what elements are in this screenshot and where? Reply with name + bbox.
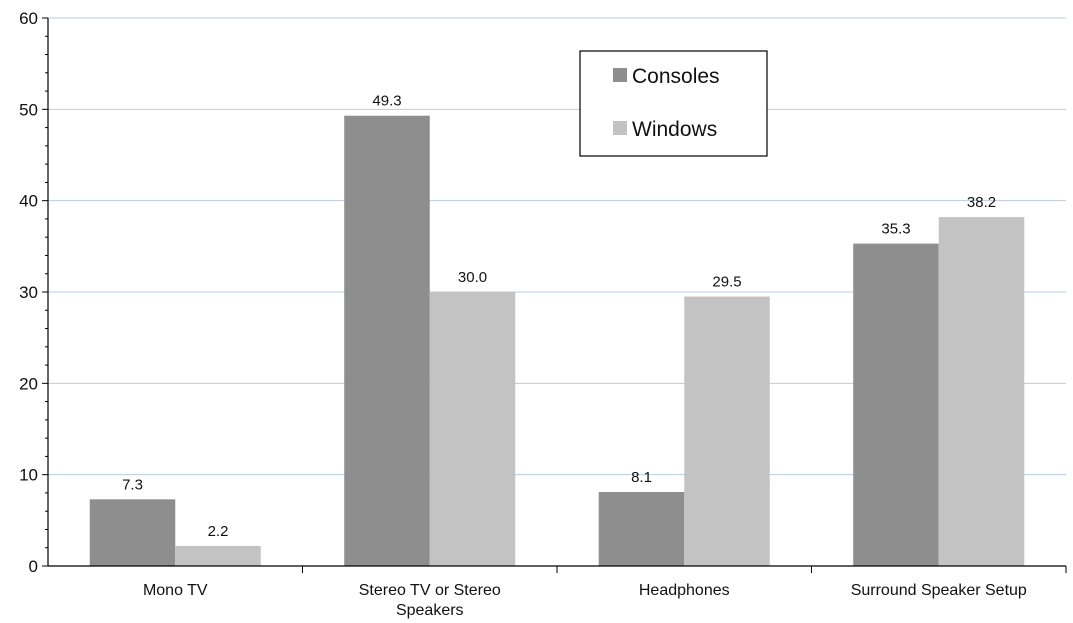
data-label: 49.3 [372, 93, 401, 110]
data-label: 35.3 [881, 221, 910, 238]
y-tick-label: 50 [19, 100, 38, 119]
data-label: 38.2 [967, 194, 996, 211]
bar-consoles-1 [344, 115, 430, 566]
legend-label-windows: Windows [632, 118, 717, 141]
y-tick-label: 30 [19, 283, 38, 302]
bar-windows-1 [429, 292, 516, 566]
x-category-label: Surround Speaker Setup [851, 582, 1027, 599]
y-tick-label: 0 [29, 557, 38, 576]
y-tick-label: 60 [19, 9, 38, 28]
x-category-label: Stereo TV or Stereo Speakers [359, 582, 501, 619]
legend: Consoles Windows [579, 50, 768, 157]
bar-windows-0 [175, 545, 261, 566]
data-label: 2.2 [208, 523, 229, 540]
legend-label-consoles: Consoles [632, 65, 720, 88]
bar-consoles-3 [853, 243, 939, 567]
bars [89, 115, 1025, 567]
axes [42, 17, 1067, 573]
data-label: 29.5 [712, 274, 741, 291]
y-tick-label: 40 [19, 192, 38, 211]
bar-windows-2 [684, 296, 770, 566]
data-label: 8.1 [631, 469, 652, 486]
data-label: 30.0 [458, 269, 487, 286]
bar-consoles-2 [598, 492, 685, 566]
labels: 0 10 20 30 40 50 60 7.3 2.2 Mono TV 49.3 30.0 Stereo… [19, 9, 1027, 619]
y-tick-label: 20 [19, 374, 38, 393]
legend-swatch-consoles [613, 68, 627, 82]
y-tick-label: 10 [19, 466, 38, 485]
legend-box [579, 50, 768, 157]
bar-consoles-0 [89, 499, 176, 566]
data-label: 7.3 [122, 476, 143, 493]
x-category-label: Mono TV [143, 582, 208, 599]
bar-windows-3 [938, 217, 1025, 566]
x-category-label: Headphones [639, 582, 730, 599]
legend-swatch-windows [613, 121, 627, 135]
